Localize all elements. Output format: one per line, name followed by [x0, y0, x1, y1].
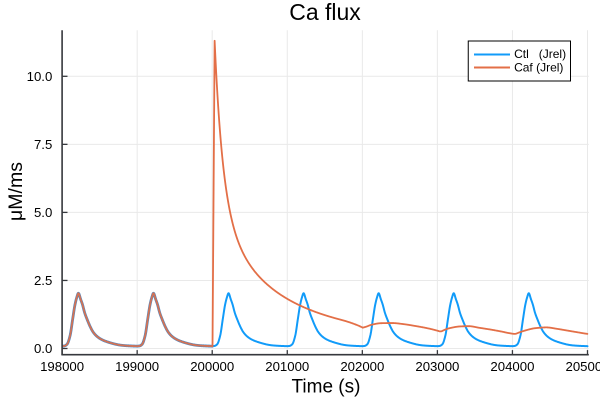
svg-text:0.0: 0.0	[34, 341, 52, 356]
svg-text:198000: 198000	[40, 359, 84, 374]
svg-text:202000: 202000	[340, 359, 384, 374]
svg-text:200000: 200000	[190, 359, 234, 374]
svg-text:Ctl (Jrel): Ctl (Jrel)	[514, 47, 566, 61]
svg-text:204000: 204000	[490, 359, 534, 374]
svg-text:Caf (Jrel): Caf (Jrel)	[514, 60, 563, 74]
svg-text:10.0: 10.0	[27, 69, 53, 84]
svg-text:199000: 199000	[115, 359, 159, 374]
svg-text:5.0: 5.0	[34, 205, 52, 220]
svg-text:Time (s): Time (s)	[292, 377, 361, 398]
svg-text:2.5: 2.5	[34, 273, 52, 288]
svg-text:μM/ms: μM/ms	[5, 162, 27, 221]
svg-text:201000: 201000	[265, 359, 309, 374]
svg-text:Ca flux: Ca flux	[289, 0, 361, 25]
svg-text:7.5: 7.5	[34, 137, 52, 152]
svg-text:203000: 203000	[415, 359, 459, 374]
